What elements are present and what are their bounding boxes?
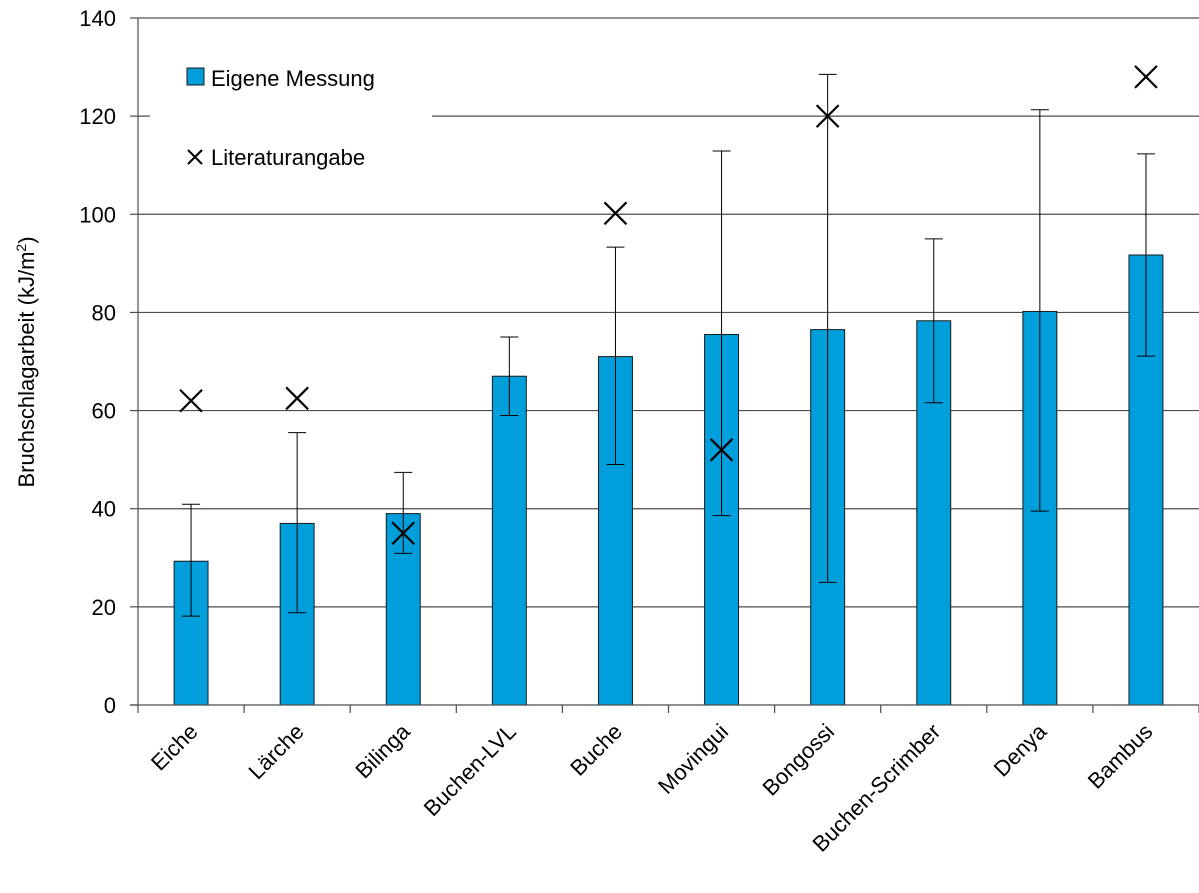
literature-marker-2 [285, 386, 309, 411]
axes [130, 17, 1199, 713]
y-tick-label-0: 0 [104, 693, 116, 718]
marker-stroke-b [709, 438, 734, 462]
x-tick-label-1: Eiche [146, 719, 203, 776]
y-axis-label-superscript: 2 [13, 244, 29, 252]
y-axis-label: Bruchschlagarbeit (kJ/m2) [13, 236, 39, 487]
marker-stroke-b [179, 388, 203, 413]
y-tick-label-100: 100 [79, 202, 116, 227]
x-tick-label-3: Bilinga [350, 718, 415, 783]
x-tick-label-4: Buchen-LVL [419, 719, 521, 821]
x-tick-label-9: Denya [989, 718, 1052, 781]
legend-label-literaturangabe: Literaturangabe [211, 145, 365, 170]
error-bars [182, 73, 1155, 617]
x-tick-label-7: Bongossi [758, 719, 840, 801]
x-tick-label-6: Movingui [653, 719, 733, 799]
y-tick-labels: 0 20 40 60 80 100 120 140 [79, 6, 116, 718]
y-tick-label-20: 20 [92, 595, 116, 620]
y-tick-label-140: 140 [79, 6, 116, 31]
literature-marker-1 [179, 388, 203, 413]
literature-marker-7 [815, 104, 840, 128]
y-tick-label-40: 40 [92, 497, 116, 522]
x-tick-label-10: Bambus [1083, 719, 1158, 794]
marker-stroke-b [603, 201, 628, 226]
legend-x-marker-icon [187, 149, 203, 165]
marker-stroke-b [391, 521, 416, 546]
x-tick-label-5: Buche [565, 719, 627, 781]
literature-marker-10 [1134, 65, 1158, 89]
bars [173, 254, 1164, 706]
bar-4 [491, 375, 527, 706]
marker-stroke-b [285, 386, 309, 411]
y-tick-label-120: 120 [79, 104, 116, 129]
literature-markers [179, 65, 1158, 546]
literature-marker-5 [603, 201, 628, 226]
legend: Eigene Messung Literaturangabe [150, 50, 432, 200]
literature-marker-3 [391, 521, 416, 546]
literature-marker-6 [709, 438, 734, 462]
legend-label-eigene-messung: Eigene Messung [211, 66, 375, 91]
y-tick-label-80: 80 [92, 300, 116, 325]
marker-stroke-b [1134, 65, 1158, 89]
x-tick-labels: Eiche Lärche Bilinga Buchen-LVL Buche Movingu… [146, 718, 1158, 856]
x-tick-label-2: Lärche [243, 719, 308, 784]
marker-stroke-b [815, 104, 840, 128]
y-tick-label-60: 60 [92, 399, 116, 424]
bar-8 [916, 320, 952, 706]
legend-swatch-eigene-messung [186, 67, 205, 86]
